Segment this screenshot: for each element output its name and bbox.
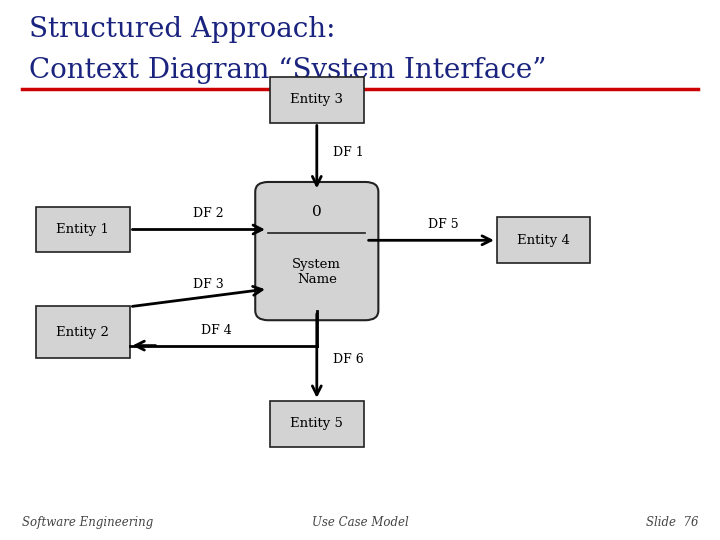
Text: Entity 4: Entity 4 (517, 234, 570, 247)
FancyBboxPatch shape (270, 401, 364, 447)
Text: DF 6: DF 6 (333, 353, 364, 366)
Text: Entity 1: Entity 1 (56, 223, 109, 236)
Text: Software Engineering: Software Engineering (22, 516, 153, 529)
Text: DF 1: DF 1 (333, 146, 364, 159)
FancyBboxPatch shape (497, 217, 590, 263)
Text: DF 4: DF 4 (201, 325, 231, 338)
Text: Use Case Model: Use Case Model (312, 516, 408, 529)
Text: Context Diagram “System Interface”: Context Diagram “System Interface” (29, 57, 546, 84)
Text: Entity 2: Entity 2 (56, 326, 109, 339)
FancyBboxPatch shape (36, 306, 130, 357)
Text: Entity 3: Entity 3 (290, 93, 343, 106)
Text: Slide  76: Slide 76 (646, 516, 698, 529)
Text: Entity 5: Entity 5 (290, 417, 343, 430)
FancyBboxPatch shape (255, 182, 379, 320)
Text: Structured Approach:: Structured Approach: (29, 16, 336, 43)
Text: DF 3: DF 3 (193, 278, 224, 291)
Text: DF 2: DF 2 (193, 207, 224, 220)
FancyBboxPatch shape (270, 77, 364, 123)
Text: System
Name: System Name (292, 258, 341, 286)
Text: DF 5: DF 5 (428, 218, 459, 231)
FancyBboxPatch shape (36, 206, 130, 252)
Text: 0: 0 (312, 206, 322, 219)
